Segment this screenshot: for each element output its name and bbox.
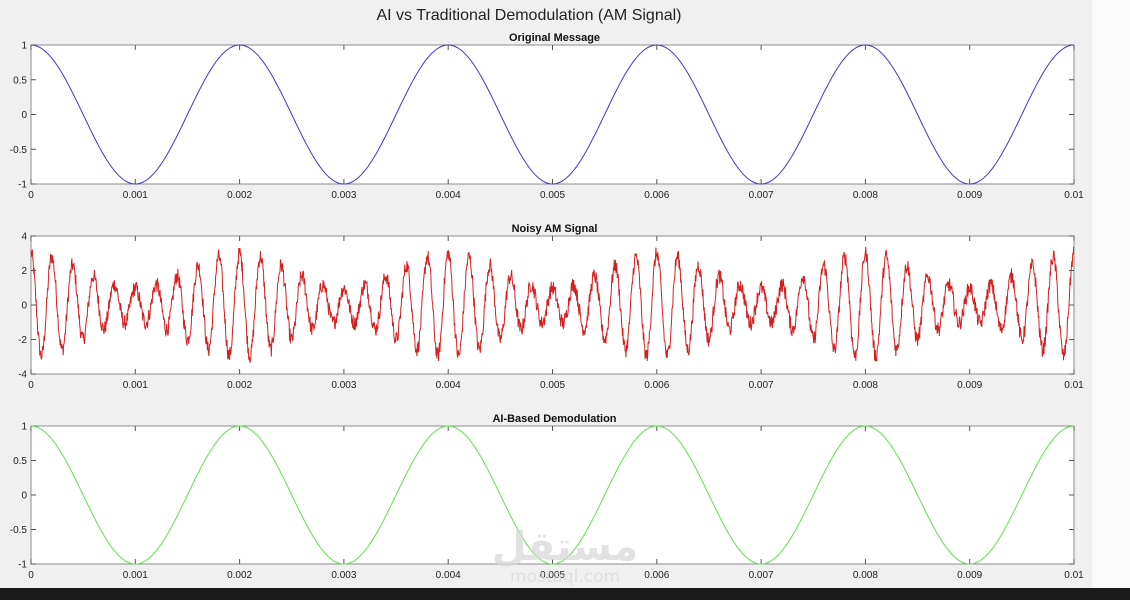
y-tick-label: -2: [18, 335, 27, 346]
taskbar-strip: [0, 588, 1130, 600]
x-tick-label: 0.005: [540, 570, 565, 581]
x-tick-label: 0.002: [227, 380, 252, 391]
watermark-latin: mostaql.com: [510, 567, 620, 587]
y-tick-label: 0: [21, 110, 27, 121]
plot-title-noisy: Noisy AM Signal: [512, 223, 598, 235]
figure-title: AI vs Traditional Demodulation (AM Signa…: [376, 7, 681, 24]
plot-noisy: Noisy AM Signal 0 0.001 0.002 0.003 0.004 0.00…: [18, 223, 1084, 391]
y-tick-label: 0: [21, 491, 27, 502]
y-tick-label: -0.5: [10, 145, 28, 156]
plot-message: Original Message 0 0.001 0.002 0.003 0.004 0.0…: [10, 32, 1084, 201]
x-tick-label: 0.009: [957, 570, 982, 581]
x-tick-label: 0.003: [331, 190, 356, 201]
x-tick-label: 0.01: [1064, 570, 1084, 581]
y-tick-label: -4: [18, 370, 27, 381]
x-tick-label: 0.003: [331, 570, 356, 581]
x-tick-label: 0.004: [436, 190, 461, 201]
x-tick-label: 0.002: [227, 570, 252, 581]
plot-ai: AI-Based Demodulation 0 0.001 0.002 0.003 0.0…: [10, 413, 1084, 581]
x-tick-label: 0.01: [1064, 190, 1084, 201]
x-tick-label: 0: [28, 380, 34, 391]
x-tick-label: 0.008: [853, 190, 878, 201]
x-tick-label: 0.006: [644, 570, 669, 581]
x-tick-label: 0: [28, 570, 34, 581]
y-tick-label: 0.5: [13, 456, 27, 467]
x-tick-label: 0.004: [436, 380, 461, 391]
y-tick-label: -1: [18, 180, 27, 191]
x-tick-label: 0.001: [123, 570, 148, 581]
x-tick-label: 0.009: [957, 190, 982, 201]
x-tick-label: 0.007: [749, 190, 774, 201]
x-tick-label: 0.001: [123, 380, 148, 391]
x-tick-label: 0.007: [749, 380, 774, 391]
plot-title-ai: AI-Based Demodulation: [492, 413, 616, 425]
axes-box-ai: [30, 425, 1075, 565]
series-line-message: [30, 44, 1075, 185]
watermark: مستقل mostaql.com: [492, 524, 638, 587]
y-tick-label: 1: [21, 41, 27, 52]
y-tick-label: -1: [18, 560, 27, 571]
x-tick-label: 0.003: [331, 380, 356, 391]
plot-title-message: Original Message: [509, 32, 600, 44]
y-tick-label: 0.5: [13, 75, 27, 86]
x-tick-label: 0.002: [227, 190, 252, 201]
x-tick-label: 0.005: [540, 380, 565, 391]
x-tick-label: 0.008: [853, 570, 878, 581]
axes-box-message: [30, 44, 1075, 185]
x-tick-label: 0.004: [436, 570, 461, 581]
y-tick-label: 2: [21, 266, 27, 277]
y-tick-label: 0: [21, 301, 27, 312]
y-tick-label: 4: [21, 232, 27, 243]
x-tick-label: 0.006: [644, 190, 669, 201]
series-line-ai: [30, 425, 1075, 565]
x-tick-label: 0.01: [1064, 380, 1084, 391]
series-line-noisy: [30, 246, 1075, 363]
y-tick-label: -0.5: [10, 525, 28, 536]
x-tick-label: 0.005: [540, 190, 565, 201]
window-edge: [1092, 0, 1130, 600]
x-tick-label: 0: [28, 190, 34, 201]
x-tick-label: 0.001: [123, 190, 148, 201]
y-tick-label: 1: [21, 422, 27, 433]
x-tick-label: 0.006: [644, 380, 669, 391]
x-tick-label: 0.008: [853, 380, 878, 391]
axes-box-noisy: [30, 235, 1075, 375]
watermark-arabic: مستقل: [492, 524, 638, 570]
x-tick-label: 0.009: [957, 380, 982, 391]
x-tick-label: 0.007: [749, 570, 774, 581]
